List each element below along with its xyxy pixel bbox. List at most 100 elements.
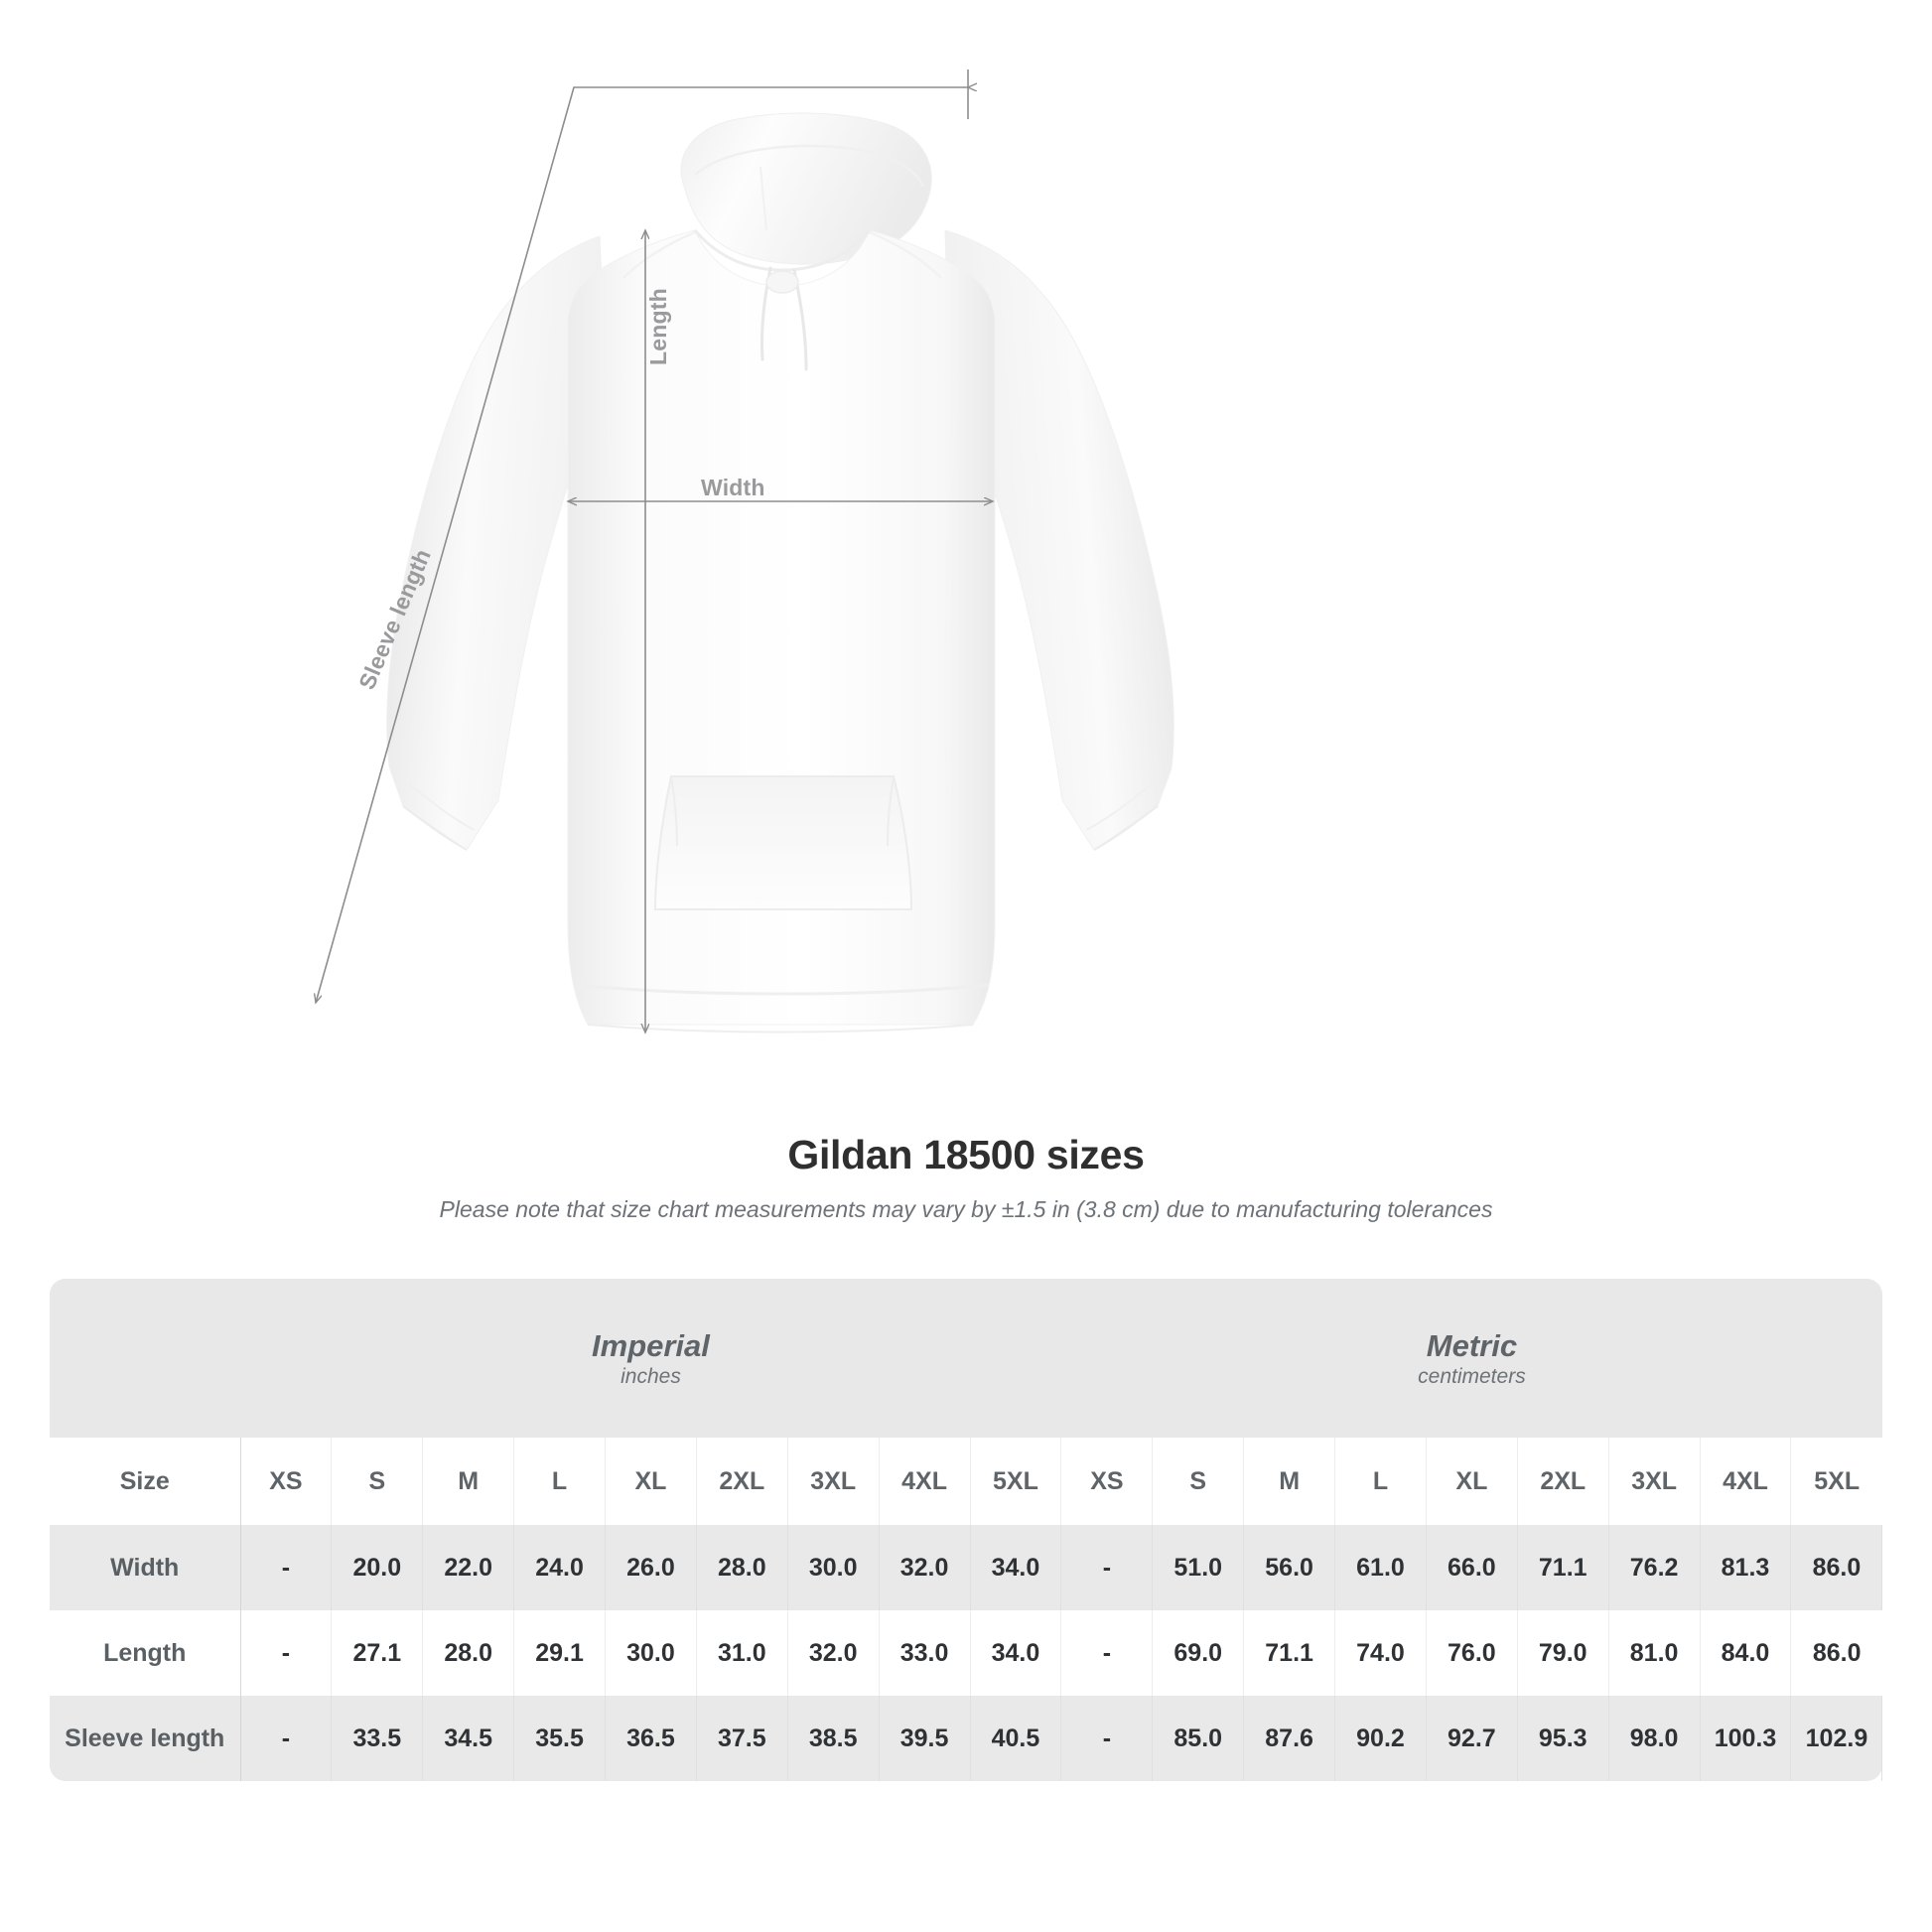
row-label-length: Length bbox=[50, 1610, 241, 1696]
column-header-metric-xs: XS bbox=[1060, 1438, 1154, 1525]
column-header-imperial-2xl: 2XL bbox=[696, 1438, 788, 1525]
cell-sleeve-length-imperial-4xl: 39.5 bbox=[879, 1696, 971, 1781]
table-row: Width -20.0 22.0 24.0 26.0 28.0 30.0 32.0 34.0-5… bbox=[50, 1525, 1883, 1610]
cell-sleeve-length-metric-2xl: 95.3 bbox=[1517, 1696, 1609, 1781]
size-chart-table: Imperial inches Metric centimeters Size XS S M L… bbox=[50, 1279, 1883, 1781]
cell-sleeve-length-metric-xl: 92.7 bbox=[1426, 1696, 1518, 1781]
cell-width-imperial-l: 24.0 bbox=[513, 1525, 606, 1610]
cell-length-metric-s: 69.0 bbox=[1152, 1610, 1245, 1696]
table-row: Sleeve length -33.5 34.5 35.5 36.5 37.5 38.5 39… bbox=[50, 1696, 1883, 1781]
cell-sleeve-length-imperial-xs: - bbox=[240, 1696, 333, 1781]
cell-sleeve-length-metric-s: 85.0 bbox=[1152, 1696, 1245, 1781]
cell-length-imperial-2xl: 31.0 bbox=[696, 1610, 788, 1696]
unit-name: Imperial bbox=[592, 1327, 710, 1363]
row-label-sleeve-length: Sleeve length bbox=[50, 1696, 241, 1781]
cell-sleeve-length-imperial-5xl: 40.5 bbox=[970, 1696, 1062, 1781]
page-title: Gildan 18500 sizes bbox=[787, 1132, 1145, 1177]
cell-width-imperial-m: 22.0 bbox=[422, 1525, 515, 1610]
cell-width-metric-xs: - bbox=[1060, 1525, 1154, 1610]
sleeve-length-measure-line bbox=[316, 87, 968, 1003]
size-header-row: Size XS S M L XL 2XL 3XL 4XL 5XL XS S M L XL 2XL 3XL 4XL 5… bbox=[50, 1438, 1882, 1525]
column-header-imperial-3xl: 3XL bbox=[787, 1438, 880, 1525]
cell-length-metric-5xl: 86.0 bbox=[1790, 1610, 1882, 1696]
unit-subtitle: inches bbox=[621, 1365, 681, 1389]
cell-length-imperial-5xl: 34.0 bbox=[970, 1610, 1062, 1696]
measurement-diagram: Length Width Sleeve length bbox=[0, 69, 1174, 1122]
cell-width-imperial-xl: 26.0 bbox=[605, 1525, 697, 1610]
cell-width-metric-2xl: 71.1 bbox=[1517, 1525, 1609, 1610]
cell-sleeve-length-metric-xs: - bbox=[1060, 1696, 1154, 1781]
column-header-imperial-s: S bbox=[331, 1438, 424, 1525]
column-header-imperial-xl: XL bbox=[605, 1438, 697, 1525]
column-header-metric-3xl: 3XL bbox=[1608, 1438, 1701, 1525]
cell-length-metric-3xl: 81.0 bbox=[1608, 1610, 1701, 1696]
cell-sleeve-length-imperial-m: 34.5 bbox=[422, 1696, 515, 1781]
row-label-width: Width bbox=[50, 1525, 241, 1610]
cell-width-metric-m: 56.0 bbox=[1243, 1525, 1336, 1610]
column-header-size: Size bbox=[50, 1438, 241, 1525]
column-header-imperial-l: L bbox=[513, 1438, 606, 1525]
cell-length-imperial-xs: - bbox=[240, 1610, 333, 1696]
cell-length-metric-xs: - bbox=[1060, 1610, 1154, 1696]
cell-length-imperial-s: 27.1 bbox=[331, 1610, 424, 1696]
cell-length-imperial-xl: 30.0 bbox=[605, 1610, 697, 1696]
cell-width-imperial-5xl: 34.0 bbox=[970, 1525, 1062, 1610]
cell-length-imperial-3xl: 32.0 bbox=[787, 1610, 880, 1696]
cell-width-metric-5xl: 86.0 bbox=[1790, 1525, 1883, 1610]
cell-length-metric-l: 74.0 bbox=[1334, 1610, 1427, 1696]
cell-sleeve-length-imperial-l: 35.5 bbox=[513, 1696, 606, 1781]
size-chart-table-wrap: Imperial inches Metric centimeters Size XS S M L… bbox=[50, 1279, 1883, 1781]
unit-subtitle: centimeters bbox=[1418, 1365, 1526, 1389]
column-header-metric-s: S bbox=[1152, 1438, 1245, 1525]
cell-width-imperial-s: 20.0 bbox=[331, 1525, 424, 1610]
column-header-metric-4xl: 4XL bbox=[1700, 1438, 1792, 1525]
cell-sleeve-length-metric-l: 90.2 bbox=[1334, 1696, 1427, 1781]
column-header-imperial-4xl: 4XL bbox=[879, 1438, 971, 1525]
width-label: Width bbox=[701, 475, 765, 500]
cell-width-metric-xl: 66.0 bbox=[1426, 1525, 1518, 1610]
hoodie-illustration bbox=[386, 112, 1174, 1034]
cell-width-metric-s: 51.0 bbox=[1152, 1525, 1245, 1610]
cell-length-imperial-l: 29.1 bbox=[513, 1610, 606, 1696]
cell-sleeve-length-metric-4xl: 100.3 bbox=[1700, 1696, 1792, 1781]
column-header-metric-l: L bbox=[1334, 1438, 1427, 1525]
cell-sleeve-length-imperial-3xl: 38.5 bbox=[787, 1696, 880, 1781]
cell-length-imperial-4xl: 33.0 bbox=[879, 1610, 971, 1696]
unit-header-spacer bbox=[50, 1279, 240, 1438]
cell-width-imperial-2xl: 28.0 bbox=[696, 1525, 788, 1610]
right-sleeve bbox=[944, 229, 1174, 851]
column-header-metric-m: M bbox=[1243, 1438, 1336, 1525]
table-row: Length -27.1 28.0 29.1 30.0 31.0 32.0 33.0 34.0-… bbox=[50, 1610, 1882, 1696]
cell-length-metric-m: 71.1 bbox=[1243, 1610, 1336, 1696]
cell-sleeve-length-metric-m: 87.6 bbox=[1243, 1696, 1336, 1781]
cell-width-imperial-xs: - bbox=[240, 1525, 333, 1610]
cell-sleeve-length-metric-3xl: 98.0 bbox=[1608, 1696, 1701, 1781]
cell-length-metric-2xl: 79.0 bbox=[1517, 1610, 1609, 1696]
cell-length-metric-4xl: 84.0 bbox=[1700, 1610, 1792, 1696]
cell-width-metric-4xl: 81.3 bbox=[1700, 1525, 1792, 1610]
column-header-imperial-m: M bbox=[422, 1438, 515, 1525]
cell-sleeve-length-metric-5xl: 102.9 bbox=[1790, 1696, 1883, 1781]
unit-name: Metric bbox=[1426, 1327, 1518, 1363]
tolerance-note: Please note that size chart measurements… bbox=[439, 1196, 1493, 1222]
unit-header-imperial: Imperial inches bbox=[240, 1279, 1061, 1438]
unit-header-metric: Metric centimeters bbox=[1060, 1279, 1882, 1438]
cell-sleeve-length-imperial-s: 33.5 bbox=[331, 1696, 424, 1781]
cell-length-imperial-m: 28.0 bbox=[422, 1610, 515, 1696]
kangaroo-pocket bbox=[653, 775, 913, 910]
length-label: Length bbox=[645, 288, 671, 365]
cell-sleeve-length-imperial-xl: 36.5 bbox=[605, 1696, 697, 1781]
hoodie-diagram-svg bbox=[0, 69, 1174, 1122]
cell-width-imperial-3xl: 30.0 bbox=[787, 1525, 880, 1610]
column-header-metric-xl: XL bbox=[1426, 1438, 1518, 1525]
cell-width-imperial-4xl: 32.0 bbox=[879, 1525, 971, 1610]
column-header-imperial-5xl: 5XL bbox=[970, 1438, 1062, 1525]
cell-sleeve-length-imperial-2xl: 37.5 bbox=[696, 1696, 788, 1781]
unit-header-row: Imperial inches Metric centimeters bbox=[50, 1279, 1882, 1438]
cell-width-metric-l: 61.0 bbox=[1334, 1525, 1427, 1610]
column-header-imperial-xs: XS bbox=[240, 1438, 333, 1525]
measurement-lines bbox=[316, 69, 993, 1033]
column-header-metric-5xl: 5XL bbox=[1790, 1438, 1882, 1525]
column-header-metric-2xl: 2XL bbox=[1517, 1438, 1609, 1525]
cell-width-metric-3xl: 76.2 bbox=[1608, 1525, 1701, 1610]
